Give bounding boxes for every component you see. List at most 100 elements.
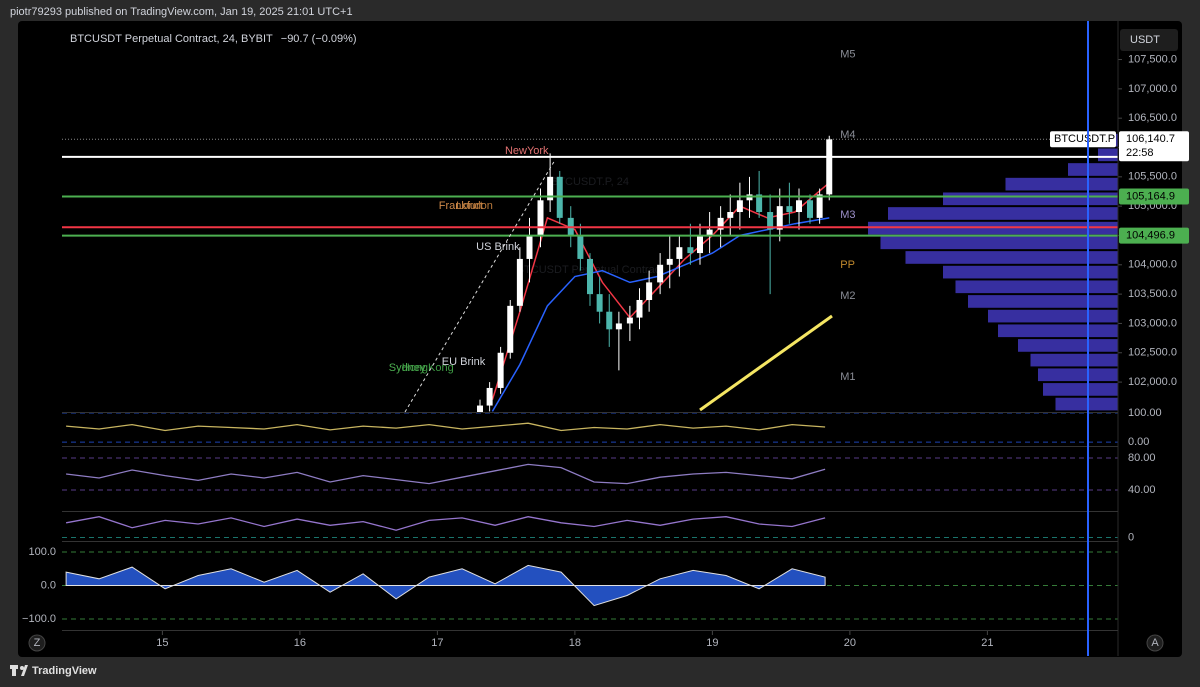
session-label: Frankfurt <box>439 200 483 212</box>
countdown-label: 22:58 <box>1126 147 1154 159</box>
candle-body <box>646 282 653 300</box>
y-tick-label: 106,500.0 <box>1128 112 1177 124</box>
candle-body <box>526 235 533 259</box>
volume-profile-bar <box>888 207 1118 220</box>
x-tick-label: 20 <box>844 637 856 649</box>
y-tick-label: 0.0 <box>41 579 56 591</box>
volume-profile-bar <box>1030 353 1118 367</box>
zoom-label: Z <box>34 637 41 649</box>
x-tick-label: 21 <box>981 637 993 649</box>
indicator-pane <box>62 457 1118 491</box>
chart-title: BTCUSDT Perpetual Contract, 24, BYBIT <box>70 33 273 45</box>
candle-body <box>636 299 643 318</box>
price-change: −90.7 (−0.09%) <box>281 33 357 45</box>
volume-profile-bar <box>1055 397 1118 411</box>
last-price-label: 106,140.7 <box>1126 133 1175 145</box>
chart-area <box>18 21 1182 657</box>
pivot-level: M2 <box>840 290 855 302</box>
trend-drawing <box>404 159 556 413</box>
session-label: US Brink <box>476 241 520 253</box>
candle-body <box>657 264 664 283</box>
candle-body <box>507 305 514 353</box>
y-tick-label: 40.00 <box>1128 484 1156 496</box>
session-label: London <box>456 200 493 212</box>
volume-profile-bar <box>880 236 1118 250</box>
candle-body <box>596 294 603 312</box>
currency-label: USDT <box>1130 34 1160 46</box>
candle-body <box>736 200 743 213</box>
indicator-pane <box>62 413 1118 443</box>
pivot-level: PP <box>840 259 855 271</box>
candle-body <box>796 200 802 213</box>
y-tick-label: 102,000.0 <box>1128 376 1177 388</box>
y-tick-label: 103,000.0 <box>1128 317 1177 329</box>
x-tick-label: 19 <box>706 637 718 649</box>
volume-profile-bar <box>998 324 1118 338</box>
candle-body <box>706 229 713 236</box>
candle-body <box>606 311 613 330</box>
y-tick-label: 0.00 <box>1128 436 1149 448</box>
candle-body <box>477 405 483 412</box>
watermark: BTCUSDT.P, 24 <box>551 176 629 188</box>
candle-body <box>697 235 703 254</box>
oscillator-line <box>66 463 826 485</box>
candle-body <box>666 258 673 265</box>
session-label: EU Brink <box>442 356 486 368</box>
oscillator-line <box>65 516 826 531</box>
y-tick-label: 103,500.0 <box>1128 288 1177 300</box>
symbol-tag-label: BTCUSDT.P <box>1054 133 1115 145</box>
symbol-tag <box>1050 131 1116 148</box>
candle-body <box>816 194 823 218</box>
volume-profile-bar <box>943 265 1118 279</box>
pivot-level: M4 <box>840 129 855 141</box>
volume-profile-bar <box>1018 339 1118 352</box>
x-tick-label: 17 <box>431 637 443 649</box>
candle-body <box>516 258 523 306</box>
volume-profile-bar <box>988 309 1118 323</box>
candle-body <box>577 235 584 259</box>
brand: TradingView <box>32 665 97 677</box>
last-price-tag <box>1119 131 1189 162</box>
x-tick-label: 18 <box>569 637 581 649</box>
volume-profile-bar <box>955 280 1118 294</box>
session-label: NewYork <box>505 145 549 157</box>
publish-header: piotr79293 published on TradingView.com,… <box>10 6 353 18</box>
trend-drawing <box>699 314 833 412</box>
y-tick-label: 107,000.0 <box>1128 83 1177 95</box>
zoom-button[interactable] <box>28 634 46 652</box>
indicator-pane <box>62 551 1118 620</box>
pivot-level: M5 <box>840 49 855 61</box>
candle-body <box>776 206 783 230</box>
candle-body <box>497 352 504 388</box>
session-label: Sydney <box>389 362 426 374</box>
candle-body <box>687 247 694 254</box>
candle-body <box>626 317 633 324</box>
volume-profile-bar <box>1098 148 1118 162</box>
candle-body <box>587 258 593 295</box>
candle-body <box>615 323 622 330</box>
brand-logo <box>10 665 28 676</box>
currency-button[interactable] <box>1120 29 1178 51</box>
y-tick-label: 104,000.0 <box>1128 259 1177 271</box>
y-tick-label: −100.0 <box>22 613 56 625</box>
volume-profile-bar <box>1043 383 1118 396</box>
y-tick-label: 80.00 <box>1128 452 1156 464</box>
candle-body <box>547 176 554 201</box>
volume-profile-bar <box>1038 368 1118 382</box>
indicator-pane <box>62 516 1118 539</box>
x-tick-label: 16 <box>294 637 306 649</box>
candle-body <box>537 200 544 236</box>
volume-profile-bar <box>968 295 1118 308</box>
y-tick-label: 100.00 <box>1128 407 1162 419</box>
oscillator-line <box>66 422 826 432</box>
volume-profile-bar <box>943 192 1118 206</box>
auto-button[interactable] <box>1146 634 1164 652</box>
candle-body <box>717 217 724 230</box>
oscillator-area <box>65 564 826 607</box>
y-tick-label: 102,500.0 <box>1128 347 1177 359</box>
price-tag-label: 105,164.9 <box>1126 190 1175 202</box>
